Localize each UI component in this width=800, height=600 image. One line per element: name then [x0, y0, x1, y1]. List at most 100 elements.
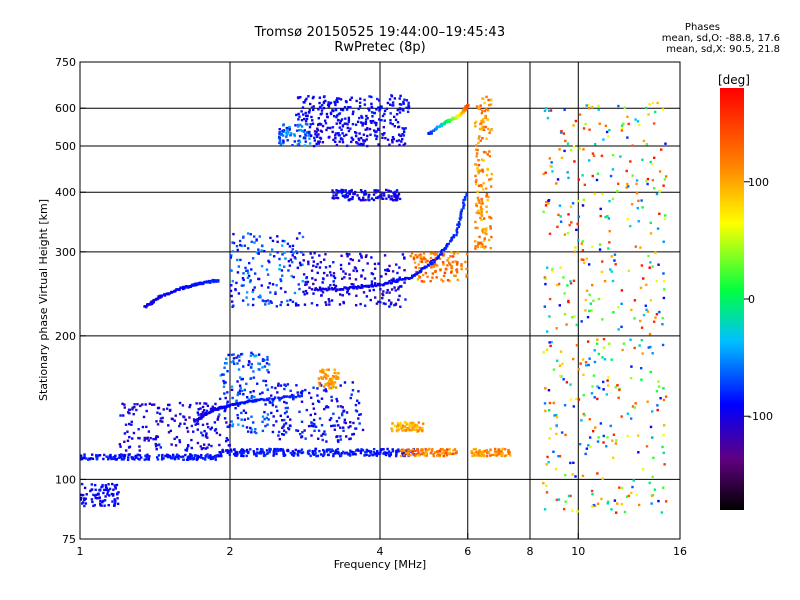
data-point [402, 100, 405, 104]
data-point [477, 141, 480, 145]
data-point [295, 250, 298, 253]
data-point [289, 389, 292, 393]
data-point [304, 437, 307, 440]
data-point [354, 403, 358, 407]
data-point [424, 450, 428, 453]
data-point [260, 244, 264, 247]
data-point [572, 279, 576, 282]
data-point [143, 439, 146, 442]
data-point [493, 447, 497, 451]
data-point [321, 448, 325, 452]
data-point [180, 286, 184, 290]
data-point [253, 395, 256, 399]
data-point [119, 456, 122, 459]
data-point [547, 460, 550, 464]
data-point [296, 452, 299, 456]
data-point [80, 498, 83, 501]
data-point [657, 263, 660, 266]
data-point [485, 205, 488, 208]
data-point [116, 497, 119, 500]
data-point [276, 409, 279, 413]
data-point [269, 448, 272, 451]
data-point [371, 272, 375, 276]
data-point [426, 263, 430, 267]
data-point [127, 446, 131, 449]
data-point [153, 299, 156, 302]
data-point [557, 454, 560, 458]
data-point [558, 364, 562, 367]
data-point [335, 189, 338, 192]
data-point [483, 449, 487, 453]
data-point [545, 491, 549, 494]
data-point [223, 405, 226, 409]
data-point [218, 433, 222, 437]
data-point [186, 447, 189, 450]
data-point [425, 265, 428, 268]
data-point [152, 403, 156, 406]
data-point [472, 448, 476, 451]
data-point [648, 266, 651, 269]
data-point [481, 227, 485, 231]
data-point [482, 128, 486, 132]
data-point [651, 410, 654, 413]
data-point [198, 282, 201, 286]
data-point [330, 386, 334, 390]
data-point [460, 263, 463, 266]
data-point [245, 448, 249, 452]
data-point [271, 283, 275, 286]
data-point [393, 97, 397, 100]
data-point [362, 291, 366, 294]
data-point [113, 484, 117, 487]
data-point [371, 115, 374, 118]
data-point [487, 195, 490, 199]
data-point [328, 448, 331, 451]
data-point [359, 413, 363, 416]
data-point [477, 184, 481, 188]
data-point [346, 123, 349, 126]
data-point [327, 368, 331, 371]
data-point [379, 301, 382, 304]
data-point [279, 287, 283, 290]
data-point [123, 432, 127, 435]
data-point [226, 449, 229, 452]
data-point [249, 354, 253, 357]
data-point [367, 198, 370, 201]
data-point [476, 148, 479, 152]
data-point [203, 280, 206, 284]
data-point [394, 289, 397, 292]
data-point [349, 98, 352, 102]
data-point [235, 399, 238, 402]
data-point [365, 254, 368, 257]
data-point [296, 450, 300, 453]
data-point [320, 423, 324, 427]
data-point [283, 239, 286, 243]
data-point [261, 398, 264, 401]
data-point [383, 452, 387, 456]
data-point [322, 271, 326, 275]
data-point [211, 405, 215, 408]
data-point [664, 395, 668, 398]
data-point [347, 292, 351, 296]
data-point [476, 167, 479, 170]
data-point [651, 179, 655, 182]
data-point [381, 296, 384, 300]
data-point [336, 97, 339, 100]
data-point [275, 284, 278, 287]
data-point [455, 228, 458, 232]
data-point [222, 373, 225, 376]
data-point [566, 171, 569, 174]
data-point [194, 423, 197, 426]
data-point [586, 340, 590, 343]
data-point [387, 269, 391, 272]
data-point [309, 413, 312, 417]
data-point [324, 99, 327, 103]
data-point [250, 396, 253, 400]
data-point [384, 268, 387, 272]
data-point [311, 277, 314, 280]
data-point [197, 413, 200, 416]
data-point [300, 394, 303, 398]
data-point [310, 396, 313, 399]
data-point [253, 272, 257, 275]
data-point [329, 126, 332, 130]
data-point [321, 281, 324, 284]
